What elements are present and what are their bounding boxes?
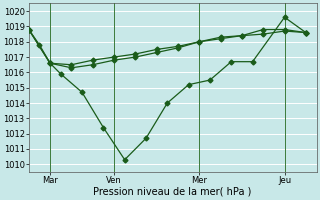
X-axis label: Pression niveau de la mer( hPa ): Pression niveau de la mer( hPa ): [93, 187, 252, 197]
